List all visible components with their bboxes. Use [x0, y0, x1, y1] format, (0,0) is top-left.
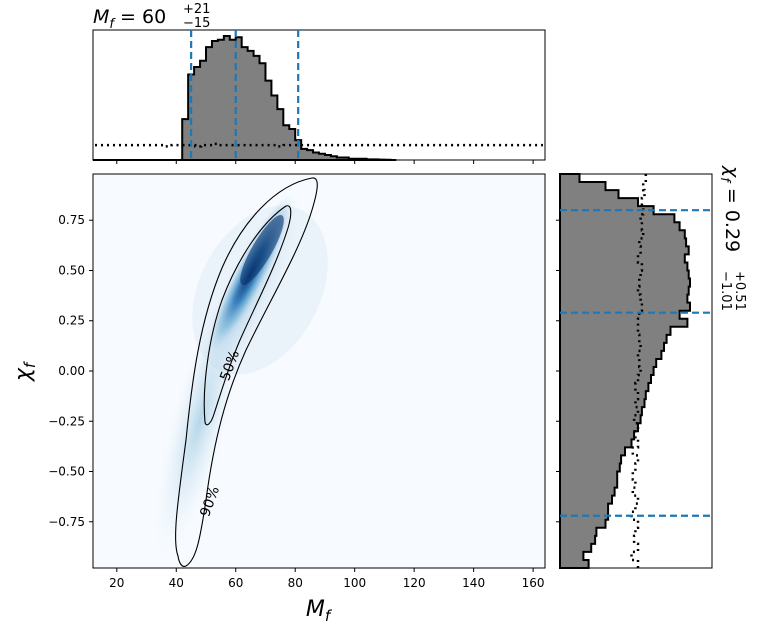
x-tick-label-3: 80 — [288, 576, 303, 590]
top-prior-line — [95, 142, 543, 148]
x-param-title-minus: −15 — [183, 16, 210, 31]
y-tick-label-4: 0.25 — [58, 314, 85, 328]
top-marginal-frame — [92, 29, 546, 161]
y-param-title: χf = 0.29 +0.51 −1.01 — [717, 165, 747, 311]
x-tick-label-1: 40 — [169, 576, 184, 590]
joint-density — [154, 190, 328, 556]
y-tick-label-0: −0.75 — [48, 515, 85, 529]
x-tick-label-5: 120 — [403, 576, 426, 590]
right-marginal-quantile-lines — [560, 209, 712, 517]
y-tick-label-6: 0.75 — [58, 213, 85, 227]
y-tick-label-1: −0.50 — [48, 465, 85, 479]
x-tick-label-4: 100 — [343, 576, 366, 590]
x-param-title-plus: +21 — [183, 2, 210, 17]
right-marginal-ticks — [556, 219, 560, 523]
y-axis-label: χf — [11, 360, 39, 382]
y-tick-label-2: −0.25 — [48, 414, 85, 428]
right-marginal-panel — [556, 173, 713, 569]
x-tick-label-0: 20 — [109, 576, 124, 590]
right-histogram-bars — [559, 173, 691, 569]
joint-x-ticks: 20 40 60 80 100 120 140 160 — [109, 568, 545, 590]
joint-y-ticks: −0.75 −0.50 −0.25 0.00 0.25 0.50 0.75 — [48, 213, 93, 529]
top-marginal-ticks — [116, 160, 534, 164]
top-marginal-prior — [95, 142, 543, 148]
y-param-title-plus: +0.51 — [732, 271, 747, 311]
x-tick-label-6: 140 — [462, 576, 485, 590]
contour-50 — [203, 205, 292, 426]
x-param-title: Mf = 60 — [93, 6, 166, 32]
x-axis-label: Mf — [306, 597, 333, 625]
right-marginal-histogram — [559, 173, 691, 569]
y-tick-label-3: 0.00 — [58, 364, 85, 378]
x-tick-label-2: 60 — [228, 576, 243, 590]
joint-panel: 50% 90% 20 40 60 80 100 120 140 160 −0.75−0.50−… — [48, 173, 546, 590]
svg-text:χf = 0.29: χf = 0.29 — [717, 165, 743, 252]
contour-90 — [175, 177, 318, 567]
x-tick-label-7: 160 — [522, 576, 545, 590]
y-tick-label-5: 0.50 — [58, 263, 85, 277]
top-marginal-panel — [92, 29, 546, 164]
y-param-title-minus: −1.01 — [718, 271, 733, 311]
